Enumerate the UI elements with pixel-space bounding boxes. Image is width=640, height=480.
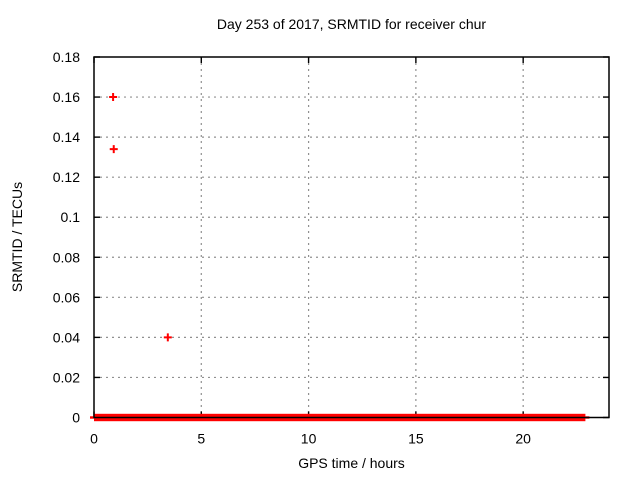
y-tick-label: 0.1 xyxy=(61,209,81,225)
x-tick-label: 20 xyxy=(515,431,531,447)
data-point xyxy=(109,145,118,154)
plot-border xyxy=(93,56,610,419)
chart-title: Day 253 of 2017, SRMTID for receiver chu… xyxy=(216,16,487,32)
y-tick-label: 0.08 xyxy=(53,249,80,265)
x-tick-label: 15 xyxy=(408,431,424,447)
y-tick-label: 0.18 xyxy=(53,49,80,65)
y-tick-label: 0.12 xyxy=(53,169,80,185)
y-tick-label: 0.16 xyxy=(53,89,80,105)
y-axis-label: SRMTID / TECUs xyxy=(9,181,25,293)
y-tick-label: 0 xyxy=(72,410,80,426)
x-axis-label: GPS time / hours xyxy=(298,455,405,471)
data-point xyxy=(109,93,118,102)
data-point xyxy=(163,333,172,342)
x-tick-label: 5 xyxy=(197,431,205,447)
x-tick-label: 10 xyxy=(301,431,317,447)
y-tick-label: 0.14 xyxy=(53,129,80,145)
y-tick-label: 0.04 xyxy=(53,329,80,345)
zero-band-left-arm xyxy=(90,416,94,419)
x-tick-label: 0 xyxy=(90,431,98,447)
y-tick-label: 0.06 xyxy=(53,289,80,305)
y-tick-label: 0.02 xyxy=(53,369,80,385)
